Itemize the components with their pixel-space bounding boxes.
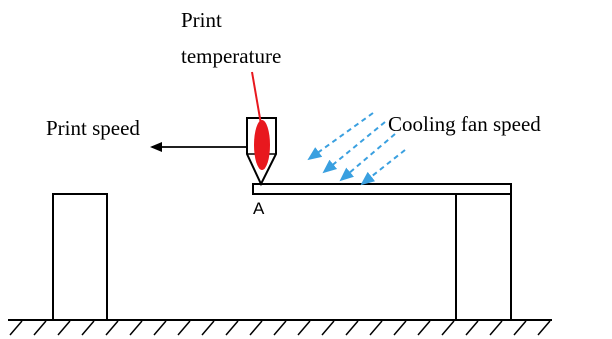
temperature-callout-line xyxy=(251,71,263,131)
printed-beam xyxy=(252,183,512,195)
ground-hatch-stroke xyxy=(249,320,263,336)
ground-hatch-stroke xyxy=(417,320,431,336)
ground-hatch-stroke xyxy=(393,320,407,336)
nozzle-hotspot xyxy=(254,120,270,170)
ground-hatch-stroke xyxy=(537,320,551,336)
ground-hatch-stroke xyxy=(297,320,311,336)
print-temperature-label-line2: temperature xyxy=(181,44,281,68)
ground-hatch-stroke xyxy=(9,320,23,336)
point-a-label: A xyxy=(253,199,265,218)
ground-hatch-icon xyxy=(8,319,552,336)
print-temperature-label-line1: Print xyxy=(181,8,222,32)
print-speed-label: Print speed xyxy=(46,116,140,140)
right-support xyxy=(455,193,512,321)
ground-hatch-stroke xyxy=(321,320,335,336)
ground-hatch-stroke xyxy=(465,320,479,336)
ground-hatch-stroke xyxy=(369,320,383,336)
print-nozzle-icon xyxy=(246,117,277,187)
ground-hatch-stroke xyxy=(129,320,143,336)
ground-hatch-stroke xyxy=(57,320,71,336)
ground-hatch-stroke xyxy=(153,320,167,336)
ground-hatch-stroke xyxy=(441,320,455,336)
left-support xyxy=(52,193,108,321)
ground-hatch-stroke xyxy=(513,320,527,336)
ground-hatch-stroke xyxy=(489,320,503,336)
cooling-fan-speed-label: Cooling fan speed xyxy=(388,112,541,136)
ground-hatch-stroke xyxy=(273,320,287,336)
dashed-arrow-icon xyxy=(307,112,406,186)
ground-hatch-stroke xyxy=(201,320,215,336)
ground-hatch-stroke xyxy=(177,320,191,336)
ground-hatch-stroke xyxy=(105,320,119,336)
ground-hatch-stroke xyxy=(81,320,95,336)
ground-hatch-stroke xyxy=(225,320,239,336)
ground-hatch-stroke xyxy=(33,320,47,336)
ground-hatch-stroke xyxy=(345,320,359,336)
